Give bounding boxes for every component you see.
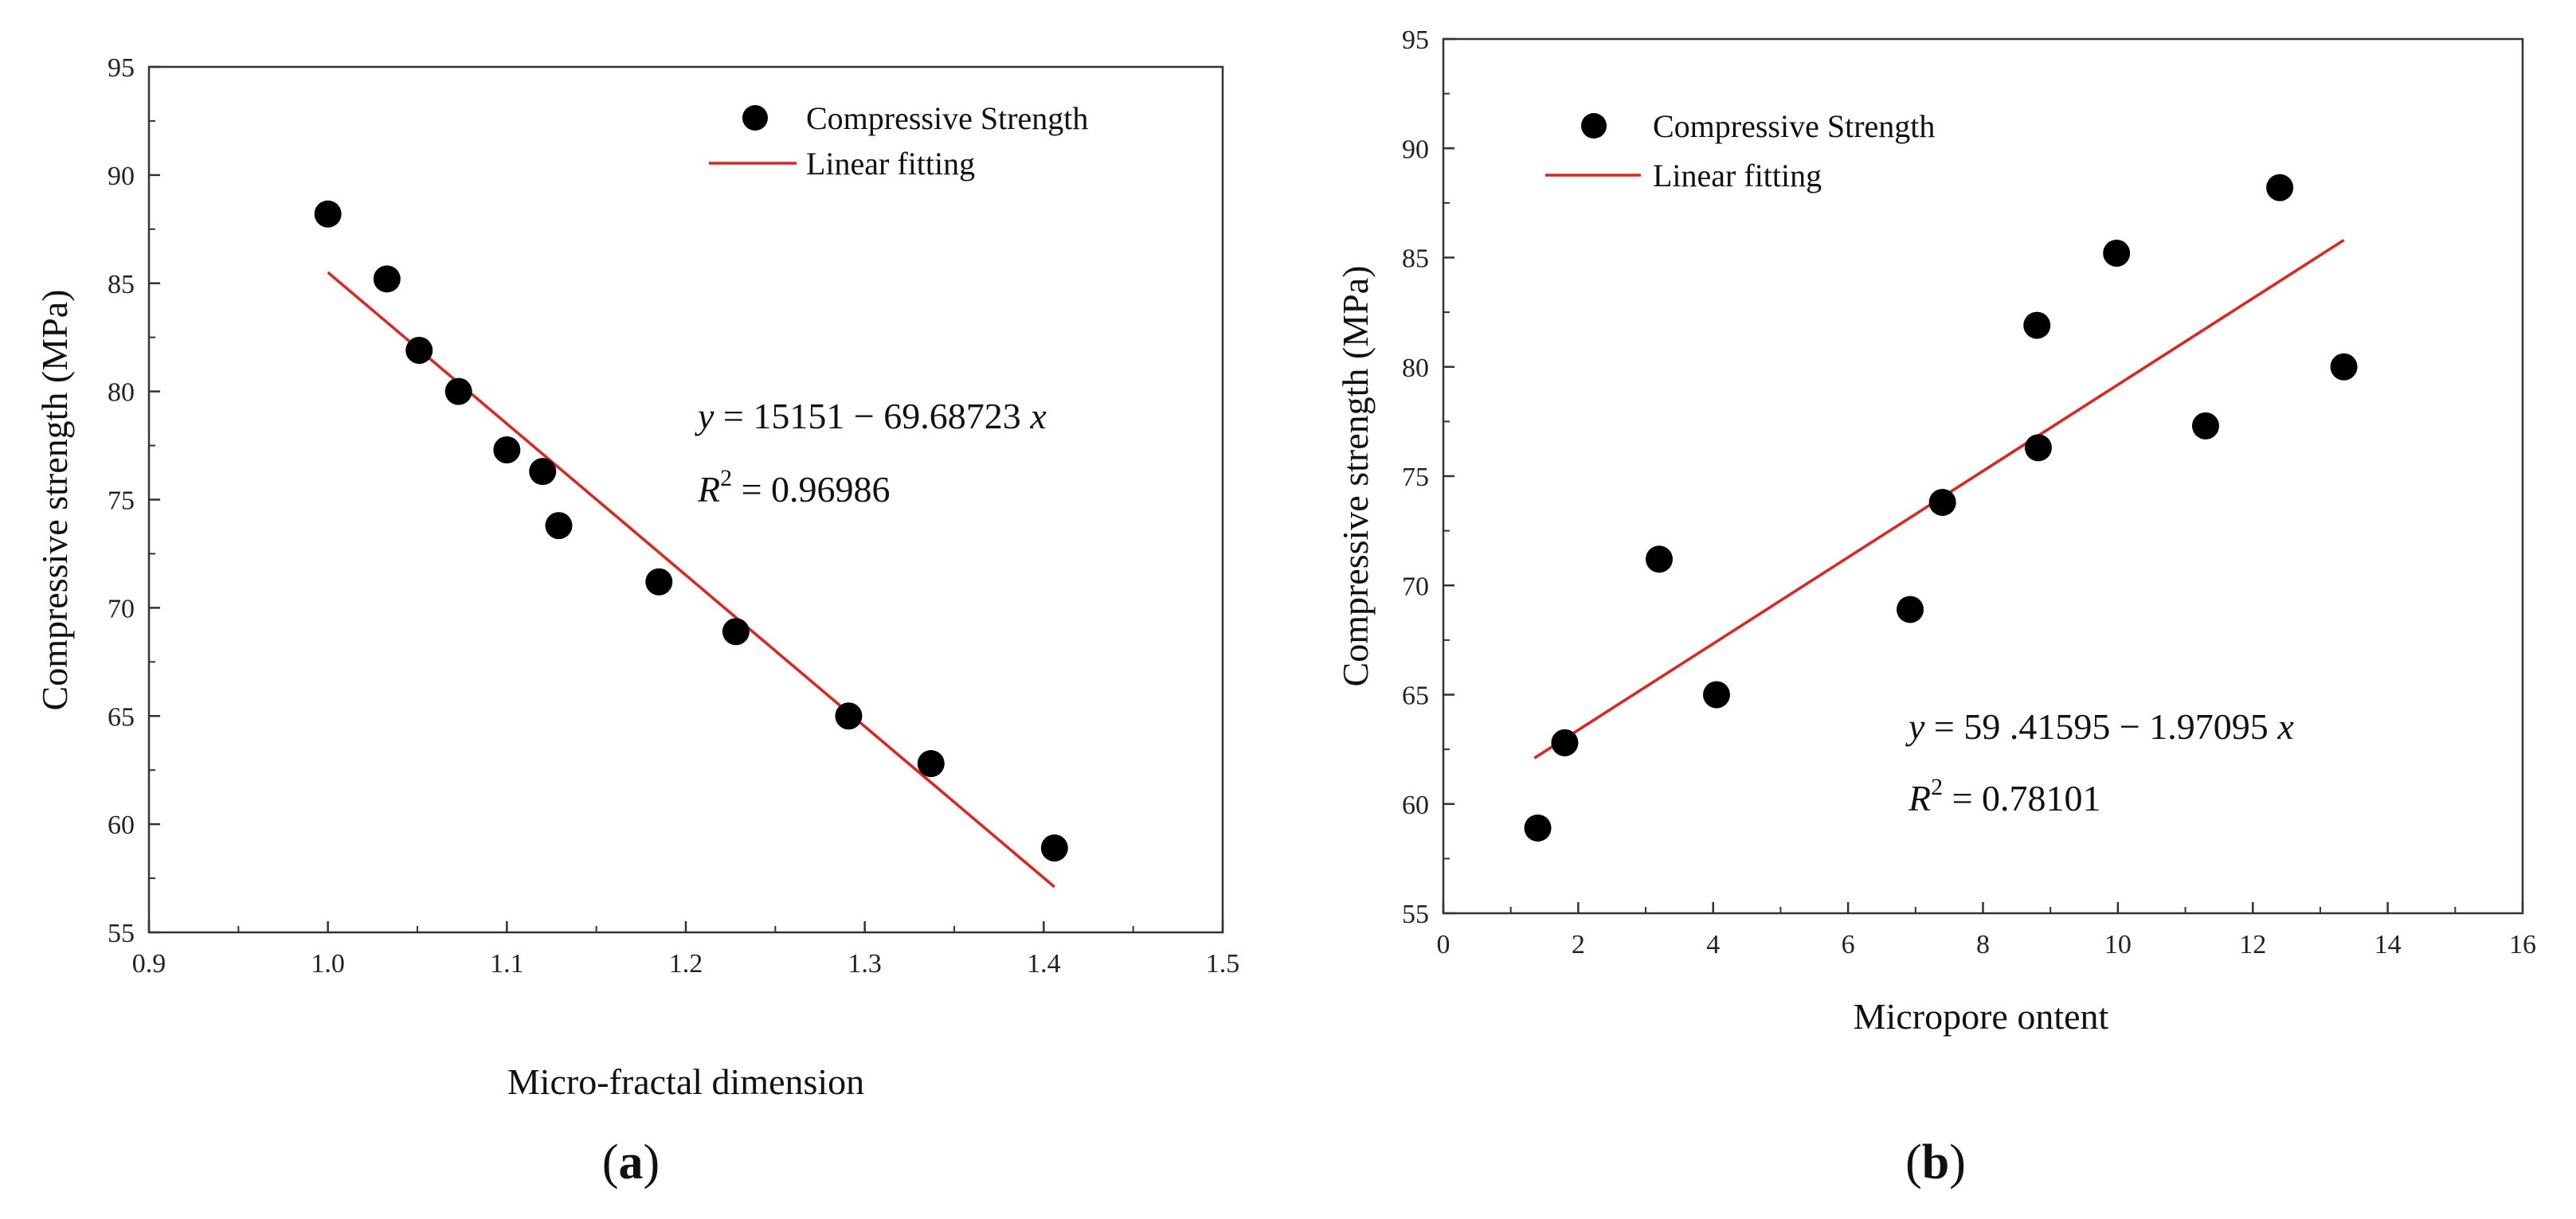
chart-a-data-point (722, 618, 750, 646)
chart-a-x-axis-label: Micro-fractal dimension (507, 1061, 864, 1102)
chart-a-x-tick-label: 1.0 (311, 949, 345, 979)
chart-b-data-point (2330, 353, 2358, 381)
chart-b-equation: y = 59 .41595 − 1.97095 x (1905, 706, 2294, 747)
chart-a-x-tick-label: 1.3 (848, 949, 882, 979)
chart-b-x-tick-label: 10 (2104, 930, 2132, 959)
chart-a-data-point (529, 458, 557, 486)
chart-a-data-point (645, 568, 673, 596)
chart-a-data-point (1040, 834, 1068, 862)
chart-a-legend-marker-points (742, 105, 768, 131)
chart-a-y-tick-label: 80 (108, 378, 135, 408)
chart-b-x-tick-label: 4 (1706, 930, 1720, 959)
chart-b-data-point (2103, 240, 2131, 268)
chart-b-y-tick-label: 55 (1402, 900, 1429, 929)
chart-a-y-axis-label: Compressive strength (MPa) (34, 290, 75, 711)
panel-label-a: (a) (602, 1135, 660, 1190)
chart-b-y-tick-label: 75 (1402, 463, 1429, 492)
chart-b-y-tick-label: 70 (1402, 572, 1429, 601)
chart-b-x-tick-label: 16 (2509, 930, 2536, 959)
chart-b-data-point (1702, 681, 1730, 709)
chart-a-data-point (917, 750, 945, 778)
chart-b-y-tick-label: 95 (1402, 25, 1429, 55)
chart-b-x-tick-label: 0 (1437, 930, 1450, 959)
chart-a-data-point (405, 336, 433, 364)
chart-a-data-point (314, 200, 342, 228)
chart-a-x-tick-label: 1.2 (669, 949, 703, 979)
chart-b-y-tick-label: 60 (1402, 791, 1429, 820)
chart-a-x-tick-label: 1.5 (1206, 949, 1240, 979)
chart-b-data-point (1524, 814, 1552, 842)
chart-b-y-tick-label: 90 (1402, 135, 1429, 164)
chart-a-y-tick-label: 95 (108, 53, 135, 83)
chart-a-tick-labels: 0.9 1.0 1.1 1.2 1.3 1.4 1.5 55 60 65 70 75 80 85 90 95 (108, 53, 1239, 979)
chart-b-data-point (1928, 488, 1956, 516)
chart-a-x-tick-label: 0.9 (132, 949, 166, 979)
chart-b-data-point (1551, 729, 1579, 756)
chart-a-y-tick-label: 55 (108, 919, 135, 948)
chart-b-x-tick-label: 14 (2374, 930, 2402, 959)
chart-a: 0.9 1.0 1.1 1.2 1.3 1.4 1.5556065707580859095 … (34, 53, 1239, 1102)
chart-a-data-point (545, 512, 573, 540)
chart-b-r-squared: R2 = 0.78101 (1908, 774, 2101, 819)
chart-a-legend-label-fit: Linear fitting (806, 146, 975, 182)
chart-a-y-tick-label: 85 (108, 270, 135, 299)
chart-b-data-point (2024, 434, 2052, 462)
panel-label-b: (b) (1905, 1135, 1966, 1190)
chart-b: 0 2 4 6 8 10 12 14 16 55 60 65 70 75 80 85 90 95 Compress… (1335, 25, 2536, 1037)
chart-b-x-tick-label: 12 (2239, 930, 2266, 959)
chart-b-data-point (1897, 596, 1924, 623)
chart-a-r-squared: R2 = 0.96986 (697, 465, 891, 510)
chart-b-y-axis-label: Compressive strength (MPa) (1335, 266, 1376, 687)
chart-b-y-tick-label: 80 (1402, 354, 1429, 383)
chart-a-x-tick-label: 1.1 (490, 949, 524, 979)
chart-a-y-tick-label: 65 (108, 702, 135, 732)
chart-b-x-axis-label: Micropore ontent (1854, 996, 2109, 1037)
chart-a-ticks (147, 65, 1224, 934)
chart-a-y-tick-label: 90 (108, 162, 135, 191)
chart-a-data-point (444, 377, 472, 405)
chart-b-legend-label-points: Compressive Strength (1653, 108, 1935, 144)
chart-b-x-tick-label: 6 (1842, 930, 1855, 959)
chart-b-y-tick-label: 65 (1402, 682, 1429, 711)
chart-b-data-point (1646, 545, 1673, 573)
chart-b-data-point (2266, 174, 2294, 201)
chart-a-data-point (835, 702, 863, 730)
chart-a-equation: y = 15151 − 69.68723 x (695, 396, 1047, 436)
chart-a-plot-frame (147, 65, 1224, 934)
chart-b-data-point (2191, 412, 2219, 440)
chart-b-x-tick-label: 2 (1572, 930, 1585, 959)
chart-b-y-tick-label: 85 (1402, 244, 1429, 274)
chart-a-y-tick-label: 75 (108, 486, 135, 516)
chart-b-ticks (1442, 37, 2524, 915)
chart-a-legend-label-points: Compressive Strength (806, 100, 1088, 136)
chart-a-y-tick-label: 60 (108, 811, 135, 840)
chart-a-x-tick-label: 1.4 (1027, 949, 1061, 979)
chart-b-legend: Compressive Strength Linear fitting (1545, 108, 1935, 193)
chart-a-y-tick-label: 70 (108, 594, 135, 623)
chart-b-points (1524, 174, 2358, 842)
chart-a-points (314, 200, 1068, 862)
chart-b-legend-label-fit: Linear fitting (1653, 158, 1822, 193)
chart-b-tick-labels: 0 2 4 6 8 10 12 14 16 55 60 65 70 75 80 85 90 95 (1402, 25, 2536, 959)
chart-b-legend-marker-points (1581, 113, 1607, 139)
chart-a-data-point (373, 265, 401, 293)
chart-a-data-point (493, 436, 521, 463)
chart-b-data-point (2023, 311, 2051, 339)
chart-a-legend: Compressive Strength Linear fitting (709, 100, 1088, 182)
chart-b-x-tick-label: 8 (1976, 930, 1990, 959)
chart-a-fit-line (327, 271, 1055, 889)
